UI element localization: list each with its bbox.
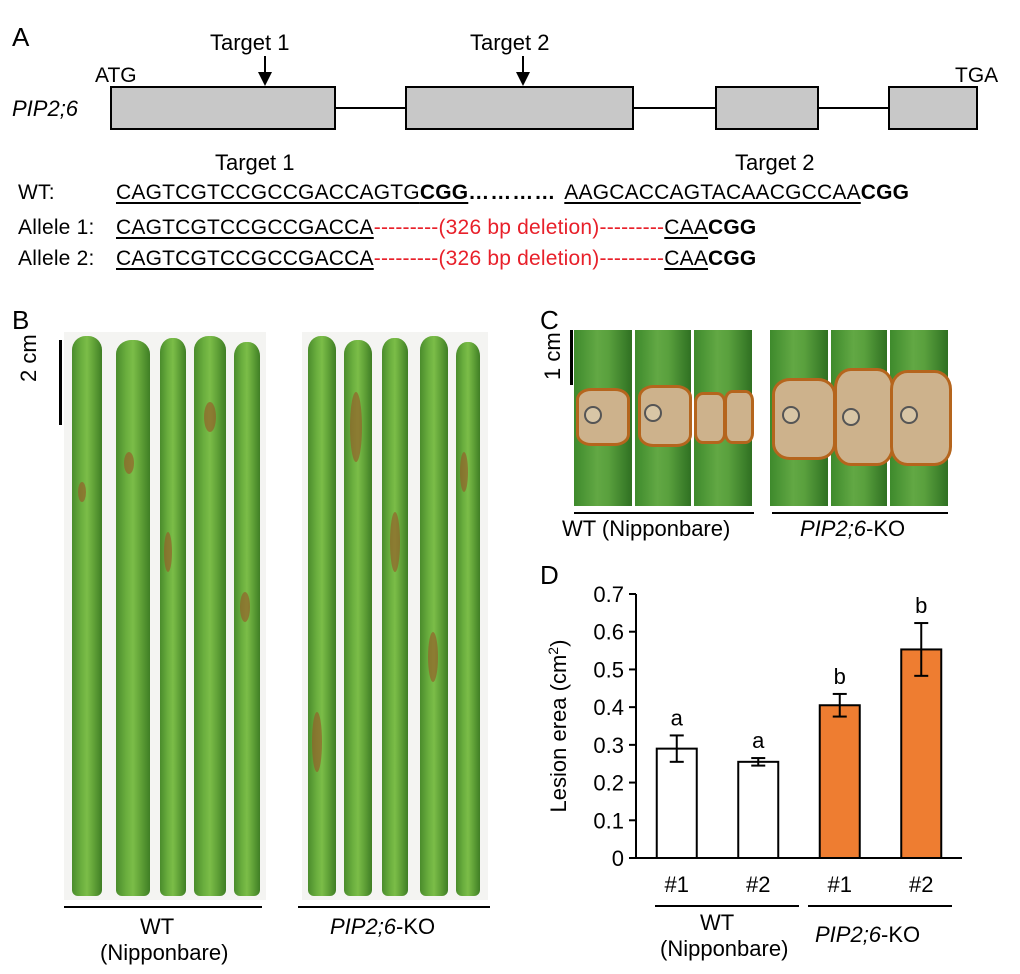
- intron-3: [819, 107, 889, 109]
- panel-b-label: B: [12, 305, 30, 335]
- lesion-area-chart: 0 0.1 0.2 0.3 0.4 0.5 0.6 0.7 Lesion erea (cm2) a…: [545, 582, 962, 897]
- allele2-label: Allele 2:: [18, 247, 95, 270]
- seq-target2-label: Target 2: [735, 150, 815, 175]
- panel-d-ko-label: PIP2;6-KO: [815, 922, 920, 948]
- ko-leaf-3: [382, 338, 408, 896]
- panel-c-scale-label: 1 cm: [540, 332, 565, 380]
- panel-c-label: C: [540, 305, 559, 335]
- wt-dots: …………: [468, 181, 557, 204]
- y-tick-label: 0.4: [593, 695, 624, 720]
- bar: [900, 648, 943, 859]
- leaf-photo-wt: [64, 332, 266, 900]
- bar: [737, 760, 780, 859]
- panel-c-ko-label: PIP2;6-KO: [800, 516, 905, 542]
- panel-d-ko-underline: [808, 905, 952, 907]
- y-tick-label: 0.5: [593, 657, 624, 682]
- y-tick-label: 0.3: [593, 733, 624, 758]
- panel-d-ko-suffix: -KO: [881, 922, 921, 947]
- allele1-seq1: CAGTCGTCCGCCGACCA: [116, 216, 374, 239]
- allele2-seq2: CAA: [664, 247, 709, 270]
- allele1-seq2: CAA: [664, 216, 709, 239]
- panel-d-wt-underline: [655, 905, 799, 907]
- bar: [655, 747, 698, 859]
- allele1-pam: CGG: [708, 216, 757, 239]
- start-codon: ATG: [95, 64, 137, 87]
- panel-d-wt-label-2: (Nipponbare): [660, 936, 789, 961]
- panel-c-ko-gene: PIP2;6: [800, 516, 867, 541]
- bar: [818, 704, 861, 859]
- panel-b-ko-underline: [298, 906, 490, 908]
- allele2-row: Allele 2: CAGTCGTCCGCCGACCA---------(326 …: [18, 247, 756, 271]
- target1-arrow-icon: [264, 56, 266, 76]
- y-tick-label: 0.2: [593, 771, 624, 796]
- target2-arrowhead-icon: [516, 72, 530, 86]
- panel-b-wt-underline: [64, 906, 262, 908]
- target2-arrow-icon: [522, 56, 524, 76]
- leaf-photo-ko: [302, 332, 488, 900]
- y-tick-label: 0.6: [593, 620, 624, 645]
- x-tick-label: #1: [828, 872, 852, 897]
- wt-target2-seq: AAGCACCAGTACAACGCCAA: [564, 181, 861, 204]
- allele1-label: Allele 1:: [18, 216, 95, 239]
- lesion-photo-wt: [574, 330, 754, 506]
- exon-4: [888, 86, 978, 130]
- lesion-photo-ko: [770, 330, 952, 506]
- panel-b-scale-bar: [59, 340, 62, 425]
- panel-b-wt-label-1: WT: [140, 914, 175, 939]
- panel-d-ko-gene: PIP2;6: [815, 922, 882, 947]
- wt-pam2: CGG: [860, 181, 910, 204]
- intron-2: [634, 107, 716, 109]
- y-axis-label: Lesion erea (cm2): [545, 640, 571, 813]
- ko-leaf-1: [308, 336, 336, 896]
- panel-d-wt-label-1: WT: [700, 910, 735, 935]
- panel-c-wt-label: WT (Nipponbare): [562, 516, 731, 541]
- exon-2: [405, 86, 634, 130]
- wt-leaf-3: [160, 338, 186, 896]
- wt-leaf-1: [72, 336, 102, 896]
- seq-target1-label: Target 1: [215, 150, 295, 175]
- target2-label: Target 2: [470, 30, 550, 55]
- significance-label: b: [915, 593, 927, 618]
- gene-name: PIP2;6: [12, 96, 79, 121]
- x-tick-label: #1: [665, 872, 689, 897]
- panel-b-ko-suffix: -KO: [396, 914, 436, 939]
- panel-a-label: A: [12, 22, 30, 52]
- allele2-pam: CGG: [708, 247, 757, 270]
- exon-3: [715, 86, 819, 130]
- significance-label: b: [834, 664, 846, 689]
- panel-c-ko-underline: [772, 512, 948, 514]
- panel-b-scale-label: 2 cm: [16, 334, 41, 382]
- wt-pam1: CGG: [419, 181, 469, 204]
- allele2-seq1: CAGTCGTCCGCCGACCA: [116, 247, 374, 270]
- ko-leaf-4: [420, 336, 448, 896]
- panel-b-ko-label: PIP2;6-KO: [330, 914, 435, 940]
- panel-d-label: D: [540, 560, 559, 590]
- panel-b-ko-gene: PIP2;6: [330, 914, 397, 939]
- allele2-deletion: ---------(326 bp deletion)---------: [373, 247, 665, 270]
- panel-c-wt-underline: [574, 512, 754, 514]
- panel-b-wt-label-2: (Nipponbare): [100, 940, 229, 965]
- allele1-deletion: ---------(326 bp deletion)---------: [373, 216, 665, 239]
- panel-c-ko-suffix: -KO: [866, 516, 906, 541]
- significance-label: a: [671, 705, 684, 730]
- target1-label: Target 1: [210, 30, 290, 55]
- wt-row: WT: CAGTCGTCCGCCGACCAGTGCGG………… AAGCACCAGT…: [18, 181, 909, 205]
- ko-leaf-5: [456, 342, 480, 896]
- x-tick-label: #2: [746, 872, 770, 897]
- target1-arrowhead-icon: [258, 72, 272, 86]
- y-tick-label: 0.1: [593, 808, 624, 833]
- y-tick-label: 0: [612, 846, 624, 871]
- wt-label: WT:: [18, 181, 55, 204]
- exon-1: [110, 86, 336, 130]
- wt-leaf-2: [116, 340, 150, 896]
- significance-label: a: [752, 728, 765, 753]
- y-tick-label: 0.7: [593, 582, 624, 607]
- intron-1: [336, 107, 406, 109]
- stop-codon: TGA: [955, 64, 999, 87]
- wt-target1-seq: CAGTCGTCCGCCGACCAGTG: [116, 181, 420, 204]
- allele1-row: Allele 1: CAGTCGTCCGCCGACCA---------(326 …: [18, 216, 756, 240]
- x-tick-label: #2: [909, 872, 933, 897]
- panel-c-scale-bar: [570, 330, 573, 385]
